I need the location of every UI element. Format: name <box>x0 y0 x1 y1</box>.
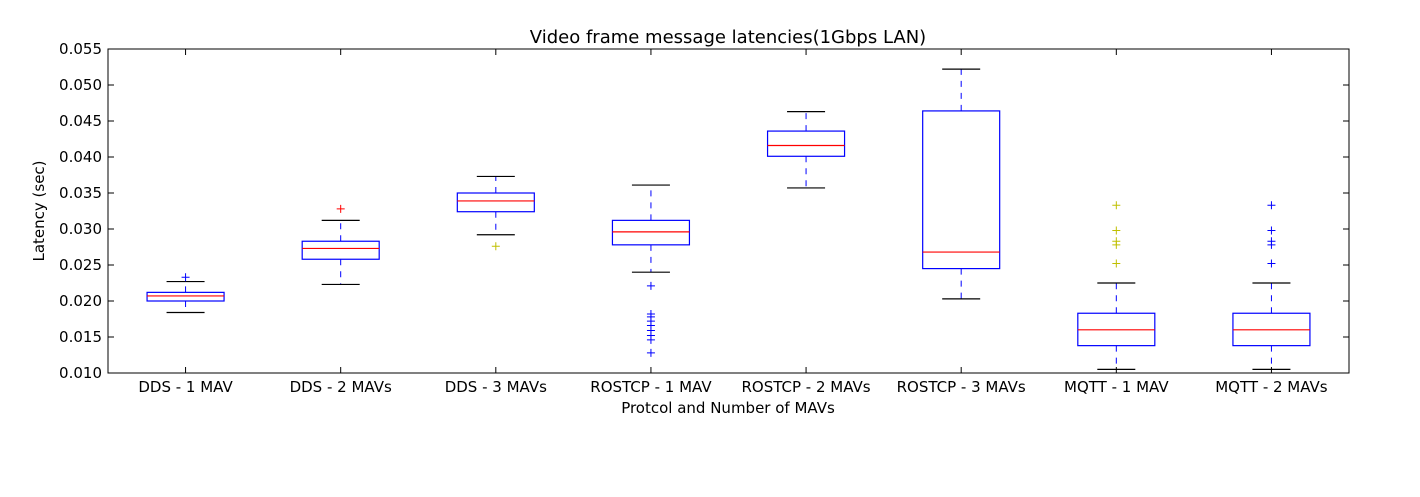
outlier-point <box>646 335 655 344</box>
y-tick-label: 0.030 <box>59 220 102 238</box>
box-rect <box>922 110 1001 270</box>
x-tick-label: MQTT - 1 MAV <box>1064 378 1169 396</box>
plot-frame <box>107 48 1350 374</box>
y-tick-label: 0.015 <box>59 328 102 346</box>
outlier-point <box>1267 259 1276 268</box>
box-item <box>1077 201 1156 370</box>
y-tick-label: 0.050 <box>59 76 102 94</box>
box-item <box>1232 201 1311 370</box>
x-axis-label: Protcol and Number of MAVs <box>621 399 835 417</box>
box-rect <box>146 291 225 302</box>
box-item <box>146 273 225 314</box>
box-rect <box>301 240 380 260</box>
axis-ticks: 0.010 0.015 0.020 0.025 0.030 0.035 0.040 0.045… <box>59 40 1349 396</box>
box-rect <box>611 219 691 246</box>
y-tick-label: 0.055 <box>59 40 102 58</box>
y-tick-label: 0.025 <box>59 256 102 274</box>
box-item <box>301 204 380 286</box>
x-tick-label: DDS - 2 MAVs <box>290 378 392 396</box>
outlier-point <box>1112 259 1121 268</box>
x-tick-label: DDS - 3 MAVs <box>445 378 547 396</box>
x-tick-label: MQTT - 2 MAVs <box>1215 378 1328 396</box>
box-rect <box>766 130 846 157</box>
x-tick-label: ROSTCP - 2 MAVs <box>741 378 870 396</box>
y-tick-label: 0.035 <box>59 184 102 202</box>
box-rect <box>456 192 535 213</box>
box-item <box>922 68 1001 300</box>
outlier-point <box>1267 237 1276 246</box>
outlier-point <box>646 281 655 290</box>
x-tick-label: DDS - 1 MAV <box>138 378 233 396</box>
outlier-point <box>491 242 500 251</box>
outlier-point <box>1112 237 1121 246</box>
y-tick-label: 0.045 <box>59 112 102 130</box>
outlier-point <box>336 204 345 213</box>
chart-title: Video frame message latencies(1Gbps LAN) <box>530 27 926 48</box>
outlier-point <box>646 348 655 357</box>
y-tick-label: 0.020 <box>59 292 102 310</box>
box-series <box>146 68 1311 370</box>
box-item <box>611 184 691 357</box>
outlier-point <box>1267 226 1276 235</box>
box-item <box>456 175 535 251</box>
y-tick-label: 0.010 <box>59 364 102 382</box>
y-tick-label: 0.040 <box>59 148 102 166</box>
box-item <box>766 111 846 189</box>
outlier-point <box>1267 201 1276 210</box>
outlier-point <box>181 273 190 282</box>
outlier-point <box>1112 226 1121 235</box>
outlier-point <box>1112 201 1121 210</box>
x-tick-label: ROSTCP - 1 MAV <box>590 378 712 396</box>
y-axis-label: Latency (sec) <box>30 160 48 261</box>
x-tick-label: ROSTCP - 3 MAVs <box>897 378 1026 396</box>
